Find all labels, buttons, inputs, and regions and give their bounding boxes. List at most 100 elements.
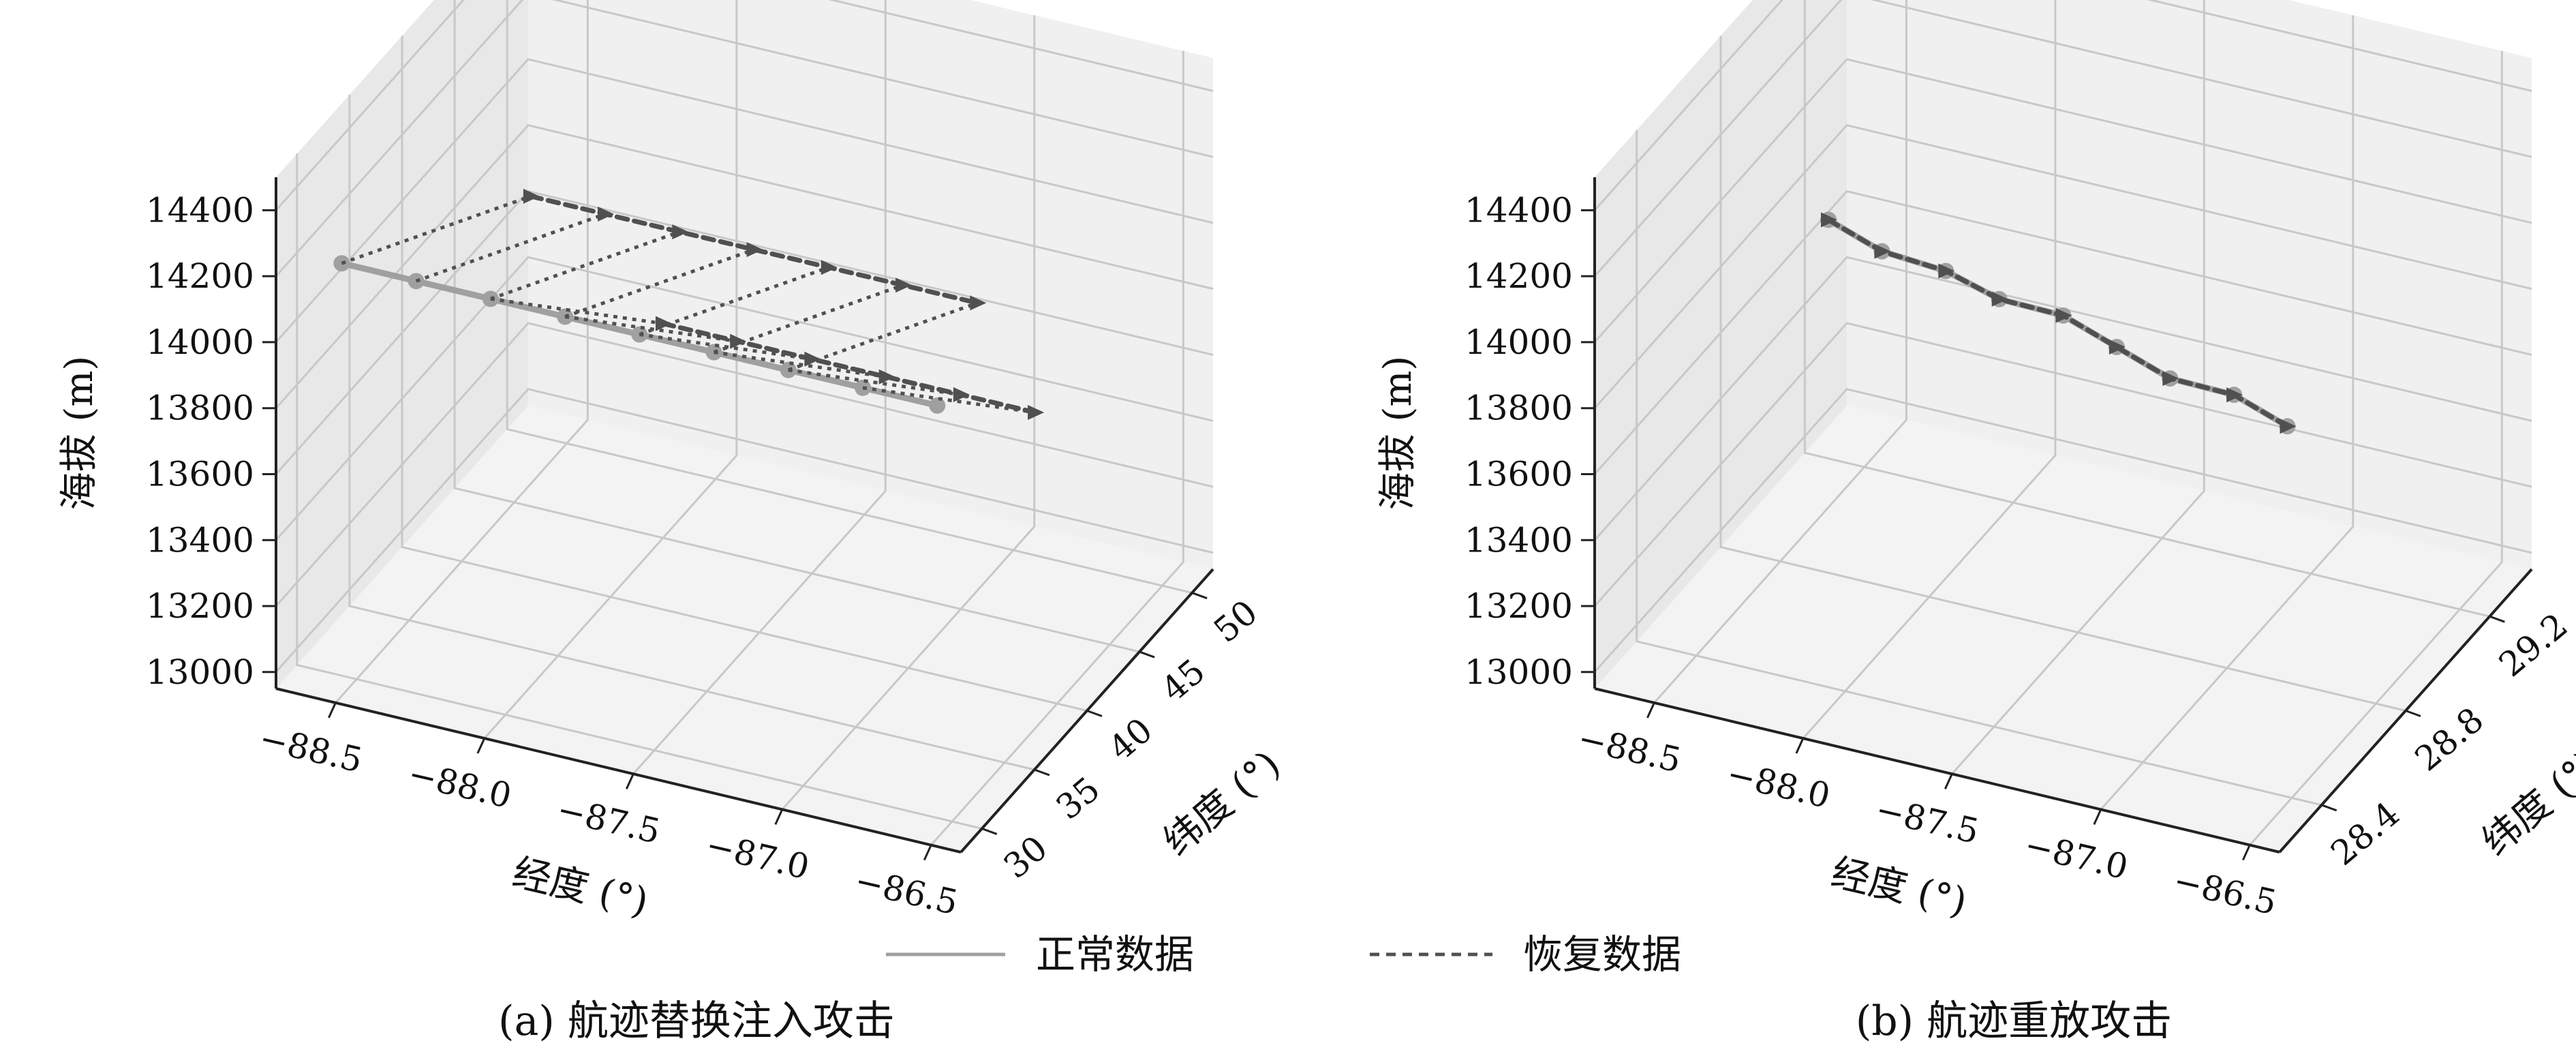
- grid-line-y: [1719, 35, 2406, 712]
- z-tick-label: 13400: [146, 520, 254, 560]
- z-tick-label: 13600: [1465, 454, 1573, 494]
- x-tick-label: −87.5: [1872, 789, 1982, 851]
- back-pane: [528, 0, 1213, 569]
- grid-line-z: [1593, 256, 2532, 541]
- grid-line-z: [1593, 0, 2532, 211]
- y-tick-label: 40: [1101, 710, 1160, 768]
- series-point: [2226, 387, 2243, 403]
- z-tick-label: 13800: [146, 389, 254, 428]
- connector-line: [714, 350, 887, 379]
- series-point: [598, 207, 615, 222]
- panel-b: −88.5 −88.0 −87.5 −87.0 −86.5 28.428.829.2 130…: [1376, 0, 2576, 924]
- x-axis-title: 经度 (°): [1827, 851, 1971, 925]
- y-axis-title: 纬度 (°): [2474, 742, 2576, 864]
- grid-line-y: [296, 153, 983, 830]
- grid-line-z: [1593, 388, 2532, 673]
- z-tick-label: 13000: [1465, 652, 1573, 692]
- series-point: [1991, 291, 2008, 307]
- series-point: [2162, 371, 2179, 387]
- series-point: [523, 188, 540, 204]
- x-tick-mark: [2241, 844, 2251, 861]
- y-tick-label: 28.8: [2408, 699, 2491, 779]
- x-tick-mark: [625, 773, 634, 789]
- grid-line-z: [1593, 124, 2532, 409]
- x-axis-line: [1594, 687, 2280, 854]
- grid-line-z: [1593, 322, 2532, 607]
- z-tick-label: 13800: [1465, 389, 1573, 428]
- grid-line-x: [335, 0, 589, 704]
- series-point: [672, 224, 689, 240]
- x-tick-label: −86.5: [851, 861, 962, 923]
- x-axis-line: [275, 687, 962, 854]
- x-tick-label: −87.0: [702, 825, 812, 887]
- x-tick-label: −87.5: [553, 789, 664, 851]
- x-tick-label: −88.0: [405, 754, 515, 816]
- grid-line-x: [1951, 0, 2205, 775]
- y-tick-label: 28.4: [2323, 794, 2407, 873]
- series-point: [1938, 263, 1955, 279]
- legend-recovered-label: 恢复数据: [1523, 931, 1681, 978]
- series-point: [929, 397, 946, 414]
- z-tick-label: 13000: [146, 652, 254, 692]
- connector-line: [564, 315, 738, 344]
- x-axis-title: 经度 (°): [508, 851, 652, 925]
- grid-line-x: [930, 50, 1184, 846]
- z-tick-label: 14000: [146, 322, 254, 362]
- series-point: [970, 295, 987, 311]
- z-tick-label: 14200: [146, 256, 254, 296]
- grid-line-y: [453, 0, 1140, 653]
- connector-line: [862, 386, 1036, 414]
- grid-line-z: [275, 58, 1214, 343]
- y-tick-mark: [1034, 768, 1050, 776]
- legend-normal-label: 正常数据: [1036, 931, 1194, 978]
- grid-line-z: [275, 0, 1214, 277]
- grid-line-z: [275, 322, 1214, 607]
- x-tick-label: −88.0: [1723, 754, 1834, 816]
- grid-line-x: [2100, 15, 2355, 811]
- y-tick-mark: [981, 828, 998, 835]
- series-point: [2280, 419, 2297, 434]
- series-point: [895, 277, 913, 293]
- grid-line-y: [1636, 130, 2322, 806]
- grid-line-x: [483, 0, 738, 739]
- grid-line-x: [632, 0, 887, 775]
- caption-a: (a) 航迹替换注入攻击: [498, 997, 895, 1045]
- grid-line-z: [275, 0, 1214, 211]
- caption-b: (b) 航迹重放攻击: [1856, 997, 2172, 1045]
- series-point: [2109, 340, 2126, 354]
- y-tick-mark: [1139, 650, 1155, 659]
- series-point: [746, 242, 763, 258]
- y-tick-mark: [1191, 592, 1208, 599]
- z-tick-label: 14000: [1465, 322, 1573, 362]
- grid-line-z: [275, 124, 1214, 409]
- grid-line-y: [1803, 0, 2490, 618]
- grid-line-y: [401, 35, 1088, 712]
- grid-line-x: [2249, 50, 2503, 846]
- x-tick-label: −86.5: [2170, 861, 2280, 923]
- y-tick-mark: [1086, 710, 1103, 717]
- connector-line: [788, 368, 962, 397]
- x-tick-mark: [1795, 738, 1805, 754]
- grid-line-z: [1593, 190, 2532, 475]
- grid-line-x: [781, 15, 1036, 811]
- back-pane: [1847, 0, 2532, 569]
- grid-line-x: [1802, 0, 2057, 739]
- series-point: [1821, 212, 1837, 228]
- series-point: [878, 369, 895, 384]
- x-tick-mark: [1646, 702, 1655, 719]
- x-tick-mark: [2093, 809, 2102, 826]
- y-tick-label: 30: [996, 828, 1055, 886]
- y-tick-mark: [2489, 615, 2505, 623]
- y-tick-label: 29.2: [2491, 605, 2575, 684]
- z-axis-title: 海拔 (m): [57, 356, 102, 511]
- z-tick-label: 14400: [146, 190, 254, 230]
- x-tick-label: −88.5: [1574, 719, 1685, 781]
- series-point: [1874, 243, 1891, 259]
- connector-line: [490, 297, 664, 326]
- series-point: [2055, 307, 2072, 323]
- x-tick-mark: [1944, 773, 1953, 789]
- z-tick-label: 13600: [146, 454, 254, 494]
- grid-line-y: [506, 0, 1193, 594]
